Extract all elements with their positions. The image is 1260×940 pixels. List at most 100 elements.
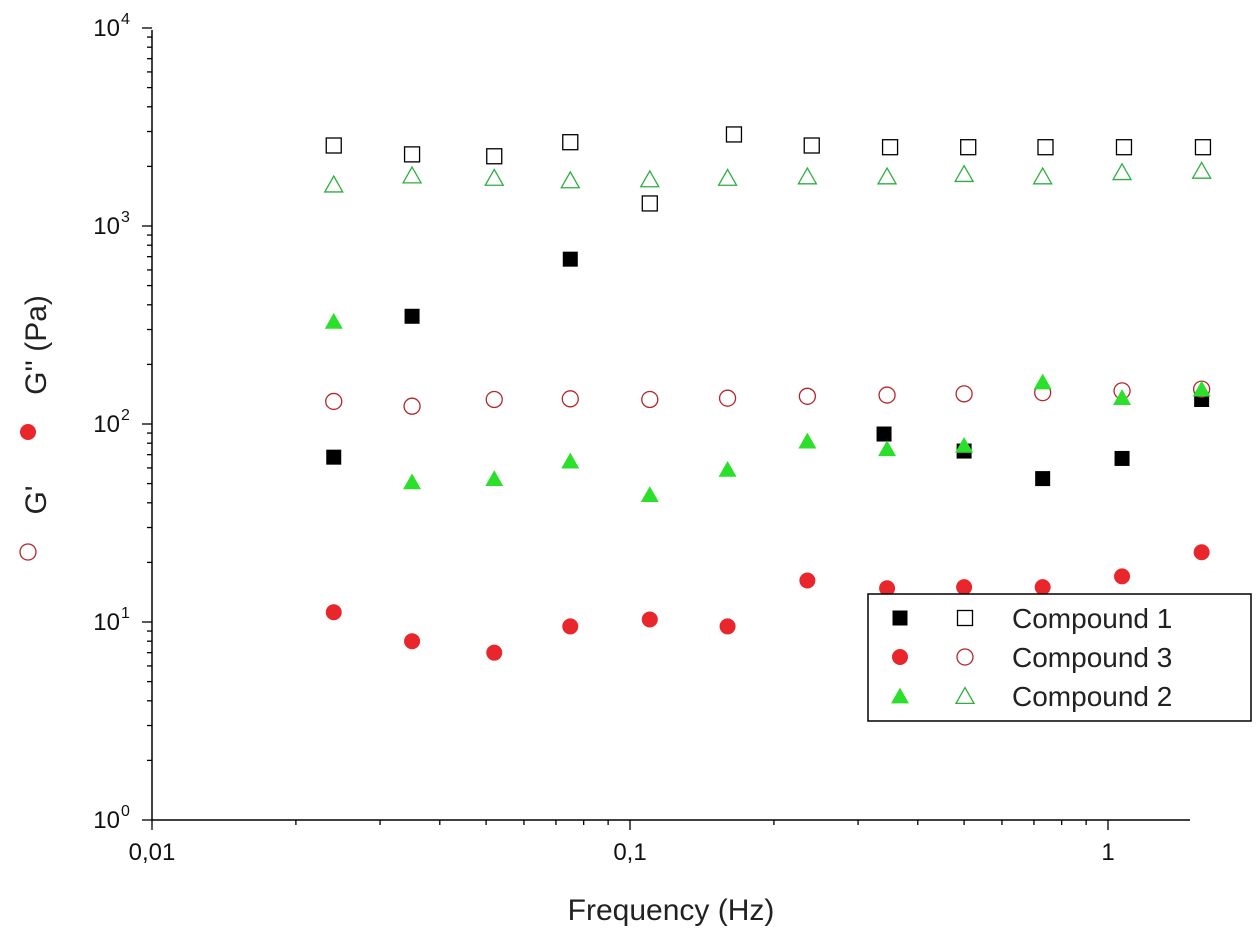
y-tick-exponent: 3 — [121, 209, 130, 226]
data-point — [403, 397, 421, 415]
data-point — [403, 473, 422, 490]
legend-marker-open — [954, 686, 976, 705]
legend-item: Compound 1 — [892, 603, 1172, 634]
data-point — [1115, 139, 1133, 156]
data-point — [1035, 471, 1051, 487]
y-axis-title-secondary: G' — [20, 485, 53, 514]
legend: Compound 1 Compound 3 Compound 2 — [867, 593, 1252, 722]
y-tick-exponent: 2 — [121, 407, 130, 424]
data-point — [878, 386, 896, 404]
y-axis-title: G'' (Pa) — [20, 295, 53, 395]
y-tick-label: 10 — [93, 15, 120, 42]
data-point — [718, 460, 737, 477]
data-point — [485, 470, 504, 486]
data-point — [324, 312, 343, 329]
data-point — [1114, 450, 1130, 466]
data-point — [798, 432, 817, 449]
data-point — [719, 618, 736, 635]
data-point — [401, 165, 423, 184]
data-point — [878, 440, 897, 457]
data-point — [881, 139, 899, 156]
data-point — [641, 611, 658, 628]
series-compound-2-filled — [324, 312, 1211, 502]
data-point — [560, 170, 581, 189]
y-tick-label: 10 — [93, 213, 120, 240]
x-axis-title: Frequency (Hz) — [568, 894, 775, 927]
data-point — [562, 134, 579, 151]
data-point — [1113, 389, 1132, 405]
data-point — [799, 572, 816, 589]
legend-marker-open — [956, 648, 974, 666]
data-point — [641, 195, 658, 212]
data-point — [1037, 139, 1054, 156]
legend-label: Compound 2 — [1012, 681, 1172, 712]
legend-item: Compound 2 — [891, 681, 1172, 712]
g-prime-marker — [19, 543, 37, 561]
data-point — [326, 449, 342, 465]
data-point — [485, 390, 503, 409]
data-point — [803, 137, 820, 154]
y-tick-exponent: 4 — [121, 11, 130, 28]
data-point — [561, 452, 580, 469]
data-point — [1193, 544, 1210, 561]
x-axis-ticks: 0,010,1110100 — [129, 820, 1115, 866]
data-point — [484, 168, 505, 186]
data-point — [953, 164, 975, 183]
legend-marker-filled — [892, 649, 908, 665]
g-prime-double-marker — [20, 424, 36, 440]
data-point — [640, 486, 659, 502]
y-tick-label: 10 — [93, 609, 120, 636]
y-tick-exponent: 0 — [121, 803, 130, 820]
y-tick-label: 10 — [93, 411, 120, 438]
series-compound-1-open — [325, 126, 1212, 212]
legend-item: Compound 3 — [892, 642, 1172, 673]
data-point — [876, 426, 892, 442]
data-point — [797, 166, 818, 185]
data-point — [798, 387, 817, 405]
data-point — [1114, 568, 1131, 585]
series-compound-3-filled — [325, 544, 1210, 661]
x-tick-label: 0,01 — [129, 839, 176, 866]
data-point — [561, 390, 579, 408]
data-point — [486, 148, 503, 165]
data-point — [718, 389, 737, 407]
data-points — [323, 126, 1212, 661]
data-point — [562, 618, 579, 635]
x-tick-label: 0,1 — [613, 839, 646, 866]
data-point — [876, 166, 898, 185]
legend-marker-filled — [892, 610, 908, 626]
legend-marker-filled — [891, 687, 909, 704]
data-point — [403, 146, 421, 163]
legend-box — [867, 593, 1252, 722]
data-point — [725, 126, 743, 143]
legend-marker-open — [956, 609, 974, 627]
data-point — [956, 579, 973, 596]
data-point — [1032, 166, 1053, 185]
legend-label: Compound 1 — [1012, 603, 1172, 634]
data-point — [955, 436, 974, 453]
data-point — [1111, 162, 1133, 181]
y-axis-title-group: G'' (Pa) G' — [19, 295, 53, 561]
y-tick-label: 10 — [93, 807, 120, 834]
data-point — [879, 580, 896, 597]
data-point — [1192, 380, 1211, 397]
y-axis-title-markers — [19, 424, 37, 561]
data-point — [325, 137, 342, 154]
data-point — [639, 169, 660, 188]
x-tick-label: 1 — [1101, 839, 1114, 866]
data-point — [1033, 373, 1052, 390]
data-point — [1191, 161, 1212, 179]
plot-frame — [151, 30, 1190, 821]
data-point — [325, 392, 343, 411]
data-point — [1034, 579, 1051, 596]
data-point — [960, 139, 977, 156]
data-point — [323, 174, 344, 193]
data-point — [562, 251, 578, 267]
data-point — [717, 168, 738, 186]
data-point — [404, 308, 420, 324]
data-point — [955, 385, 973, 403]
data-point — [325, 604, 342, 621]
y-tick-exponent: 1 — [121, 605, 130, 622]
